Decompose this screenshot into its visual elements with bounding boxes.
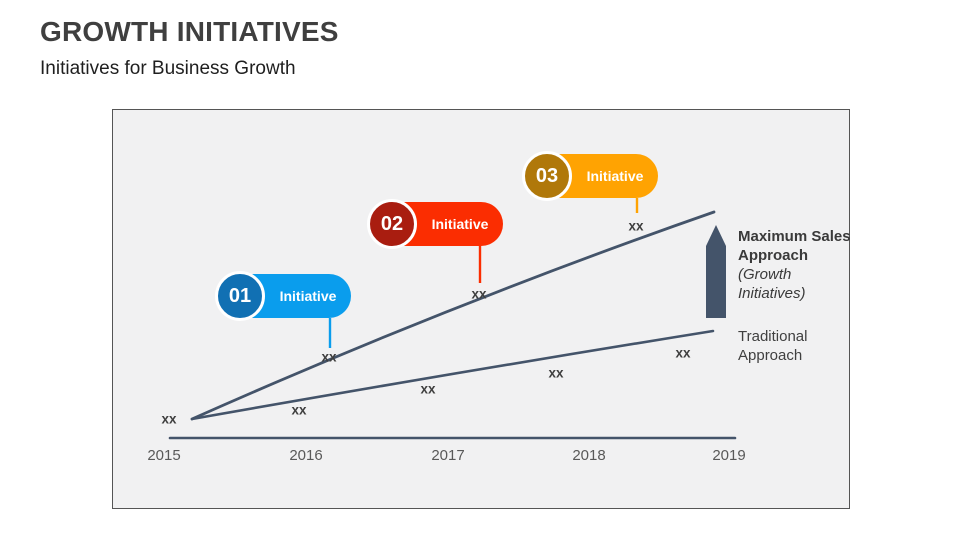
data-point-label-trad-2017: xx: [420, 381, 436, 397]
pill-02-label: Initiative: [431, 216, 489, 232]
axis-label-2018: 2018: [572, 447, 606, 464]
traditional-line: [190, 329, 715, 421]
pill-02-number-badge: 02: [367, 199, 417, 249]
data-point-label-trad-2016: xx: [291, 402, 307, 418]
pill-01-number-badge: 01: [215, 271, 265, 321]
initiative-pill-02: Initiative 02: [367, 199, 503, 249]
up-arrow-icon: [706, 225, 726, 318]
axis-label-2017: 2017: [431, 447, 465, 464]
page-title: GROWTH INITIATIVES: [40, 16, 339, 47]
pill-01-number: 01: [228, 284, 252, 307]
data-point-label-origin: xx: [161, 411, 177, 427]
pill-02-number: 02: [380, 212, 404, 235]
pill-03-number-badge: 03: [522, 151, 572, 201]
maximum-sales-annotation: Maximum Sales Approach (Growth Initiativ…: [738, 227, 852, 303]
data-point-label-trad-2019: xx: [675, 345, 691, 361]
growth-line: [190, 210, 716, 421]
chart-panel: Initiative 01 Initiative 02 Initiative 0…: [112, 109, 852, 509]
axis-label-2015: 2015: [147, 447, 181, 464]
data-point-label-trad-2018: xx: [548, 365, 564, 381]
axis-label-2019: 2019: [712, 447, 746, 464]
chart-graphics: [168, 198, 737, 440]
traditional-approach-annotation: Traditional Approach: [738, 328, 808, 364]
pill-01-label: Initiative: [279, 288, 337, 304]
pill-03-label: Initiative: [586, 168, 644, 184]
growth-initiatives-sublabel: (Growth Initiatives): [738, 266, 806, 302]
initiative-pill-01: Initiative 01: [215, 271, 351, 321]
page-subtitle: Initiatives for Business Growth: [40, 58, 296, 79]
data-point-label-growth-2017: xx: [471, 286, 487, 302]
initiative-pill-03: Initiative 03: [522, 151, 658, 201]
data-point-label-growth-2018: xx: [628, 218, 644, 234]
maximum-sales-label: Maximum Sales Approach: [738, 228, 851, 264]
pill-03-number: 03: [535, 164, 559, 187]
axis-label-2016: 2016: [289, 447, 323, 464]
data-point-label-growth-2016: xx: [321, 349, 337, 365]
